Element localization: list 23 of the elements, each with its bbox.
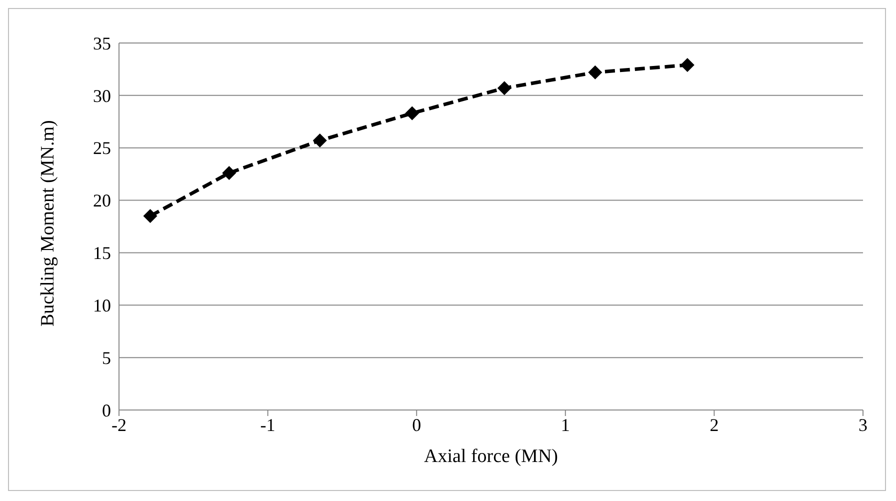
x-tick-label: 1 bbox=[560, 414, 570, 435]
x-tick-label: 3 bbox=[858, 414, 868, 435]
y-tick-label: 5 bbox=[102, 348, 111, 368]
y-tick-label: 20 bbox=[93, 190, 111, 211]
x-tick-label: -1 bbox=[260, 414, 276, 435]
x-axis-title: Axial force (MN) bbox=[424, 446, 558, 467]
y-axis-title: Buckling Moment (MN.m) bbox=[38, 120, 59, 326]
x-tick-label: 2 bbox=[710, 414, 719, 435]
y-tick-label: 10 bbox=[93, 296, 111, 316]
x-tick-label: -2 bbox=[112, 414, 126, 435]
x-tick-label: 0 bbox=[412, 414, 422, 435]
y-tick-label: 0 bbox=[102, 400, 111, 420]
point bbox=[312, 134, 327, 148]
point bbox=[222, 166, 236, 180]
y-tick-label: 35 bbox=[93, 33, 111, 54]
point bbox=[405, 106, 420, 120]
y-tick-label: 25 bbox=[93, 138, 111, 158]
point bbox=[143, 209, 158, 224]
point bbox=[588, 65, 602, 80]
point bbox=[680, 58, 694, 72]
y-tick-label: 30 bbox=[93, 86, 111, 106]
point bbox=[497, 81, 512, 96]
y-tick-label: 15 bbox=[93, 243, 111, 264]
